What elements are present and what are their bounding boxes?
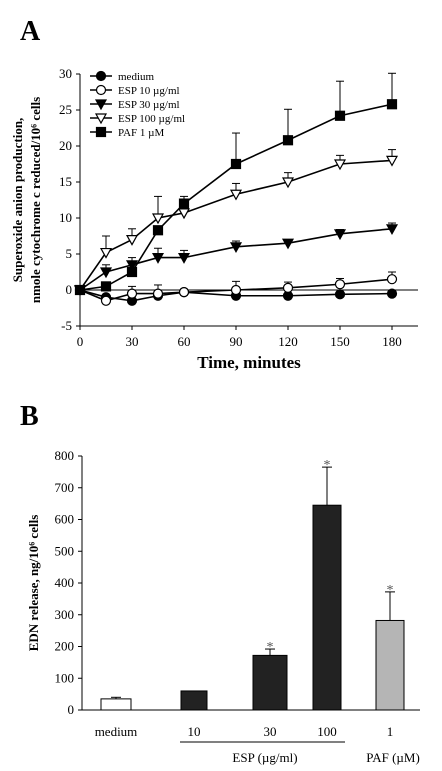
chart-b-bar	[312, 504, 342, 711]
chart-a-legend-marker	[95, 126, 107, 138]
chart-a-point	[282, 135, 294, 146]
chart-b-ytick-label: 200	[55, 639, 75, 654]
chart-a-point	[125, 260, 139, 272]
chart-a-legend-label: PAF 1 µM	[118, 127, 165, 139]
chart-a-point	[333, 159, 347, 171]
chart-b-bar	[180, 690, 208, 711]
chart-b-significance-star: *	[387, 583, 394, 598]
chart-a-point	[230, 284, 242, 296]
chart-a-point	[126, 288, 138, 299]
chart-b-bar	[375, 619, 405, 711]
chart-a-ytick-label: 20	[59, 138, 72, 153]
chart-a-xtick-label: 0	[77, 334, 84, 349]
chart-b-ytick-label: 700	[55, 480, 75, 495]
chart-a-point	[125, 235, 139, 246]
chart-b-significance-star: *	[324, 458, 331, 473]
chart-a-series-line	[79, 228, 393, 291]
chart-b-category-label: medium	[95, 724, 138, 739]
chart-a-ytick-label: 0	[66, 282, 73, 297]
chart-b-category-label: 10	[188, 724, 201, 739]
chart-a-point	[99, 267, 113, 279]
chart-a-legend-label: ESP 100 µg/ml	[118, 113, 185, 125]
chart-a-point	[151, 213, 165, 225]
chart-a-point	[334, 279, 346, 290]
chart-a-point	[334, 110, 346, 121]
chart-a-ylabel-line2: nmole cytochrome c reduced/10⁶ cells	[28, 97, 43, 303]
chart-a-point	[177, 208, 191, 220]
chart-a-point	[100, 295, 112, 306]
panel-label-a: A	[20, 16, 41, 47]
chart-a-point	[333, 229, 347, 241]
chart-a-legend-label: medium	[118, 71, 154, 83]
chart-a-legend-marker	[95, 84, 107, 96]
chart-a-point	[99, 247, 113, 259]
chart-a-point	[385, 224, 399, 236]
chart-a-ytick-label: 15	[59, 174, 72, 189]
chart-b-ytick-label: 0	[68, 702, 75, 717]
chart-a-legend: medium ESP 10 µg/ml ESP 30 µg/ml ESP 100 µg…	[90, 70, 185, 139]
chart-a-point	[386, 99, 398, 110]
chart-a-xtick-label: 120	[278, 334, 298, 349]
chart-a-xtick-label: 150	[330, 334, 350, 349]
chart-a-point	[100, 281, 112, 292]
chart-a-xtick-label: 90	[230, 334, 243, 349]
chart-b-ytick-label: 300	[55, 607, 75, 622]
chart-a-point	[229, 242, 243, 254]
chart-a-point	[230, 158, 242, 170]
chart-a-ytick-label: 30	[59, 66, 72, 81]
chart-a-ytick-label: -5	[61, 318, 72, 333]
chart-b-ytick-label: 600	[55, 512, 75, 527]
chart-a-ylabel-line1: Superoxide anion production,	[10, 118, 25, 283]
chart-b-ytick-label: 500	[55, 543, 75, 558]
chart-a-point	[385, 155, 399, 167]
chart-a-point	[152, 225, 164, 236]
chart-a-xtick-label: 60	[178, 334, 191, 349]
chart-b-ytick-label: 100	[55, 670, 75, 685]
chart-a-series-3	[73, 149, 399, 297]
chart-a-point	[386, 274, 398, 285]
chart-a-point	[74, 284, 86, 296]
chart-a-xtick-label: 30	[126, 334, 139, 349]
chart-a-legend-marker	[94, 113, 108, 125]
chart-a-point	[126, 266, 138, 278]
chart-b-category-label: 1	[387, 724, 394, 739]
chart-a-point	[334, 289, 346, 300]
chart-b-group-label-paf: PAF (µM)	[366, 750, 420, 765]
chart-b-group-label-esp: ESP (µg/ml)	[232, 750, 297, 765]
chart-a-xlabel: Time, minutes	[197, 353, 301, 372]
chart-a-point	[178, 287, 190, 298]
chart-a-series-2	[73, 222, 399, 297]
chart-a-legend-label: ESP 30 µg/ml	[118, 99, 180, 111]
chart-a-ytick-label: 10	[59, 210, 72, 225]
chart-b-category-label: 100	[317, 724, 337, 739]
chart-b-significance-star: *	[267, 640, 274, 655]
chart-b-ylabel: EDN release, ng/10⁶ cells	[26, 515, 41, 652]
chart-a: Superoxide anion production, nmole cytoc…	[10, 66, 418, 372]
chart-b-ytick-label: 800	[55, 448, 75, 463]
chart-a-xtick-label: 180	[382, 334, 402, 349]
chart-a-legend-marker	[94, 99, 108, 111]
chart-a-ytick-label: 25	[59, 102, 72, 117]
chart-a-series-4	[74, 72, 398, 296]
chart-a-ytick-label: 5	[66, 246, 73, 261]
chart-b-bar	[100, 698, 132, 711]
chart-b-bar	[252, 654, 288, 711]
chart-a-point	[152, 288, 164, 299]
chart-a-point	[281, 238, 295, 250]
chart-a-point	[229, 189, 243, 201]
chart-a-point	[281, 177, 295, 189]
chart-a-legend-marker	[95, 70, 107, 82]
chart-a-point	[151, 253, 165, 264]
chart-b-category-label: 30	[264, 724, 277, 739]
chart-a-series-line	[79, 159, 393, 291]
chart-a-point	[178, 198, 190, 209]
chart-a-point	[282, 282, 294, 293]
chart-b-ytick-label: 400	[55, 575, 75, 590]
chart-a-legend-label: ESP 10 µg/ml	[118, 85, 180, 97]
chart-a-point	[177, 253, 191, 264]
chart-b: EDN release, ng/10⁶ cells ESP (µg/ml) PA…	[26, 448, 420, 765]
panel-label-b: B	[20, 401, 39, 432]
chart-a-point	[386, 288, 398, 299]
